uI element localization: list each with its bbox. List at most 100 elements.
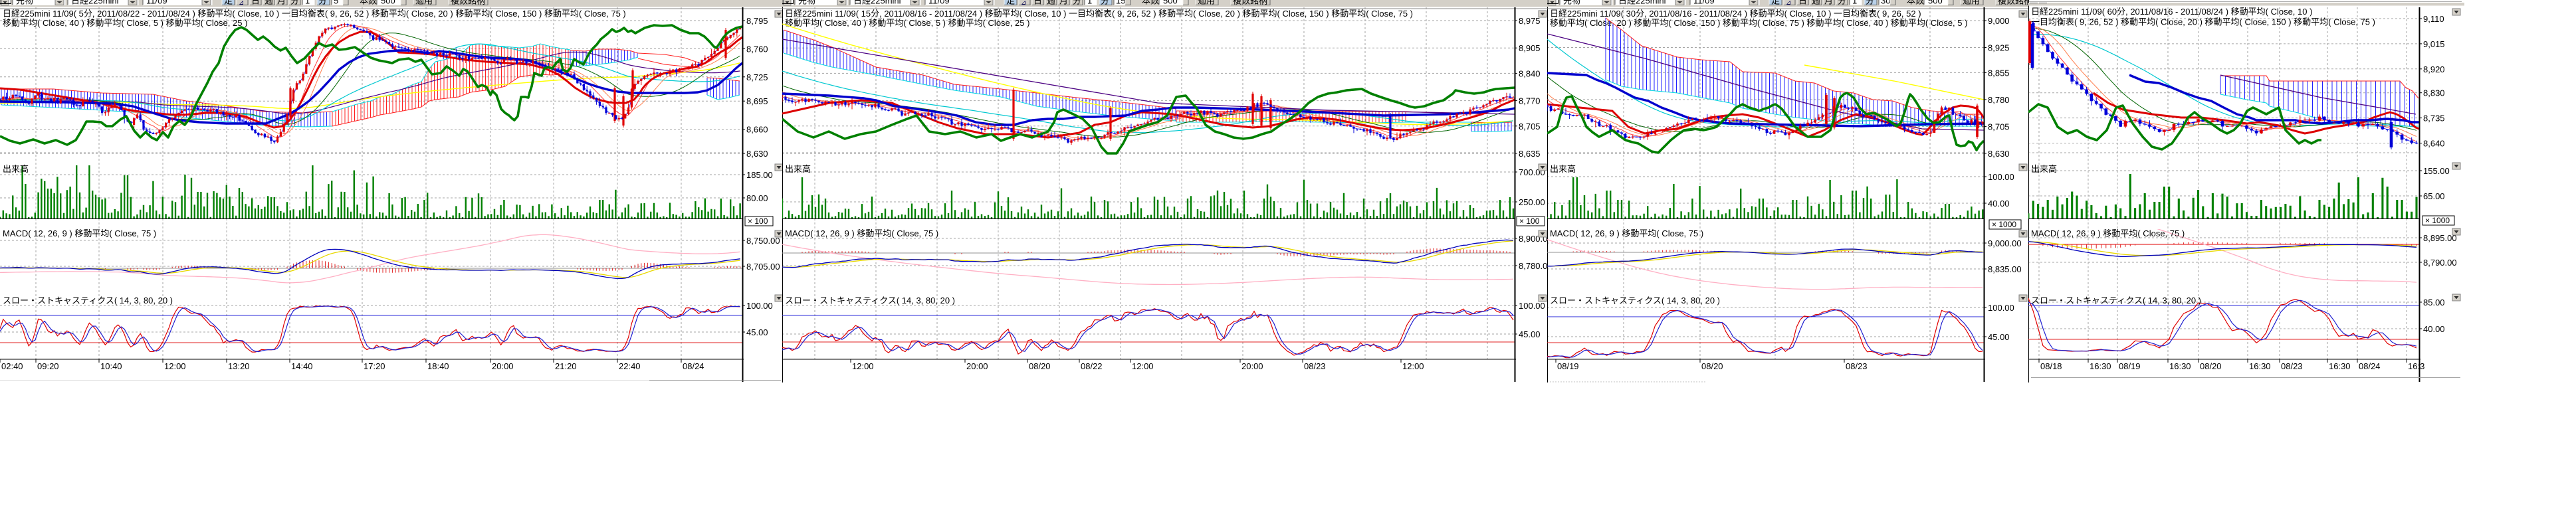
svg-text:8,760: 8,760 (746, 44, 768, 54)
svg-text:16:30: 16:30 (2249, 361, 2271, 371)
svg-text:8,840: 8,840 (1519, 68, 1541, 78)
svg-text:20:00: 20:00 (966, 361, 988, 371)
svg-text:月: 月 (1059, 0, 1068, 6)
svg-text:MACD( 12, 26, 9 ) 移動平均( Clos: MACD( 12, 26, 9 ) 移動平均( Close, 75 ) (3, 228, 156, 238)
svg-text:スロー・ストキャスティクス( 14, 3, 80, 20 ): スロー・ストキャスティクス( 14, 3, 80, 20 ) (2031, 296, 2201, 305)
svg-text:21:20: 21:20 (555, 361, 577, 371)
svg-text:11/09: 11/09 (928, 0, 950, 6)
svg-text:8,780.00: 8,780.00 (1519, 261, 1553, 271)
svg-text:⊿: ⊿ (1021, 0, 1026, 7)
svg-text:分: 分 (1073, 0, 1081, 6)
svg-text:08/20: 08/20 (1029, 361, 1051, 371)
svg-text:500: 500 (1928, 0, 1943, 6)
svg-text:1: 1 (1087, 0, 1092, 6)
svg-text:8,705: 8,705 (1519, 122, 1541, 131)
svg-text:複数銘柄: 複数銘柄 (451, 0, 485, 6)
svg-text:先物: 先物 (798, 0, 815, 6)
svg-text:× 1000: × 1000 (1992, 220, 2016, 229)
svg-text:日: 日 (251, 0, 260, 6)
svg-text:分: 分 (1838, 0, 1846, 6)
svg-text:8,630: 8,630 (1988, 149, 2010, 159)
svg-text:MACD( 12, 26, 9 ) 移動平均( Clos: MACD( 12, 26, 9 ) 移動平均( Close, 75 ) (785, 228, 938, 238)
svg-text:スロー・ストキャスティクス( 14, 3, 80, 20 ): スロー・ストキャスティクス( 14, 3, 80, 20 ) (3, 296, 173, 305)
svg-text:移動平均( Close, 20 ) 移動平均( Clos: 移動平均( Close, 20 ) 移動平均( Close, 150 ) 移動平… (1550, 18, 1967, 28)
svg-text:12:00: 12:00 (1402, 361, 1424, 371)
svg-text:11/09: 11/09 (146, 0, 167, 6)
svg-text:09:20: 09:20 (37, 361, 59, 371)
svg-text:45.00: 45.00 (1988, 332, 2010, 342)
svg-text:適用: 適用 (415, 0, 433, 6)
svg-text:一目均衡表( 9, 26, 52 ) 移動平均( Clo: 一目均衡表( 9, 26, 52 ) 移動平均( Close, 20 ) 移動平… (2031, 17, 2375, 27)
svg-text:17:20: 17:20 (364, 361, 385, 371)
svg-text:16:30: 16:30 (2090, 361, 2111, 371)
svg-text:65.00: 65.00 (2423, 191, 2445, 201)
svg-text:500: 500 (381, 0, 395, 6)
svg-text:155.00: 155.00 (2423, 166, 2450, 176)
svg-text:8,780: 8,780 (1988, 95, 2010, 105)
svg-text:8,705.00: 8,705.00 (746, 262, 780, 272)
svg-text:⊿: ⊿ (239, 0, 244, 7)
svg-text:15: 15 (1116, 0, 1125, 6)
svg-text:100.00: 100.00 (746, 301, 773, 311)
svg-text:出来高: 出来高 (3, 164, 29, 174)
svg-text:出来高: 出来高 (1550, 164, 1576, 174)
svg-text:08/19: 08/19 (2119, 361, 2141, 371)
svg-text:複数銘柄: 複数銘柄 (1233, 0, 1267, 6)
svg-text:8,640: 8,640 (2423, 139, 2445, 149)
svg-text:足: 足 (1006, 0, 1015, 6)
svg-text:08/23: 08/23 (2281, 361, 2303, 371)
svg-text:08/23: 08/23 (1304, 361, 1326, 371)
svg-text:02:40: 02:40 (1, 361, 23, 371)
svg-text:MACD( 12, 26, 9 ) 移動平均( Clos: MACD( 12, 26, 9 ) 移動平均( Close, 75 ) (2031, 228, 2185, 238)
svg-text:8,790.00: 8,790.00 (2423, 258, 2457, 268)
svg-text:8,855: 8,855 (1988, 68, 2010, 78)
svg-text:08/19: 08/19 (1557, 361, 1579, 371)
svg-text:週: 週 (1047, 0, 1055, 6)
svg-text:分: 分 (290, 0, 299, 6)
svg-text:8,835.00: 8,835.00 (1988, 264, 2022, 274)
svg-text:22:40: 22:40 (619, 361, 641, 371)
svg-text:45.00: 45.00 (746, 327, 768, 337)
svg-text:日経225mini: 日経225mini (1618, 0, 1666, 6)
svg-text:先物: 先物 (1563, 0, 1580, 6)
svg-text:8,695: 8,695 (746, 96, 768, 106)
svg-text:適用: 適用 (1963, 0, 1980, 6)
svg-text:16:30: 16:30 (2329, 361, 2351, 371)
svg-text:8,735: 8,735 (2423, 114, 2445, 124)
svg-text:08/24: 08/24 (683, 361, 704, 371)
svg-text:複数銘柄: 複数銘柄 (1998, 0, 2032, 6)
svg-text:08/20: 08/20 (1701, 361, 1723, 371)
svg-text:日経225mini 11/09( 30分, 2011/08/: 日経225mini 11/09( 30分, 2011/08/16 - 2011/… (1550, 9, 1921, 19)
svg-text:100.00: 100.00 (1988, 172, 2014, 182)
svg-text:80.00: 80.00 (746, 193, 768, 203)
svg-text:10:40: 10:40 (100, 361, 122, 371)
svg-text:20:00: 20:00 (492, 361, 514, 371)
svg-text:1: 1 (305, 0, 310, 6)
svg-text:18:40: 18:40 (427, 361, 449, 371)
svg-text:日経225mini 11/09( 15分, 2011/08/: 日経225mini 11/09( 15分, 2011/08/16 - 2011/… (785, 9, 1413, 19)
svg-text:移動平均( Close, 40 ) 移動平均( Clos: 移動平均( Close, 40 ) 移動平均( Close, 5 ) 移動平均(… (3, 18, 247, 28)
svg-text:9,110: 9,110 (2423, 14, 2444, 24)
svg-text:13:20: 13:20 (228, 361, 250, 371)
svg-text:8,975: 8,975 (1519, 16, 1541, 26)
svg-text:8,705: 8,705 (1988, 122, 2010, 131)
svg-text:9,015: 9,015 (2423, 39, 2445, 49)
svg-text:足: 足 (1771, 0, 1780, 6)
svg-text:× 100: × 100 (748, 216, 768, 226)
svg-text:週: 週 (265, 0, 273, 6)
svg-text:16:3: 16:3 (2408, 361, 2424, 371)
svg-text:8,770: 8,770 (1519, 96, 1541, 106)
svg-text:100.00: 100.00 (1519, 301, 1545, 311)
svg-text:8,895.00: 8,895.00 (2423, 233, 2457, 243)
svg-text:08/24: 08/24 (2359, 361, 2381, 371)
svg-text:100.00: 100.00 (1988, 303, 2014, 313)
svg-text:分: 分 (1866, 0, 1874, 6)
svg-text:185.00: 185.00 (746, 170, 773, 180)
svg-text:スロー・ストキャスティクス( 14, 3, 80, 20 ): スロー・ストキャスティクス( 14, 3, 80, 20 ) (785, 296, 955, 305)
svg-text:分: 分 (318, 0, 327, 6)
svg-text:日: 日 (1033, 0, 1042, 6)
svg-text:30: 30 (1881, 0, 1890, 6)
svg-text:12:00: 12:00 (164, 361, 186, 371)
svg-text:8,920: 8,920 (2423, 64, 2445, 74)
svg-text:1: 1 (1852, 0, 1857, 6)
